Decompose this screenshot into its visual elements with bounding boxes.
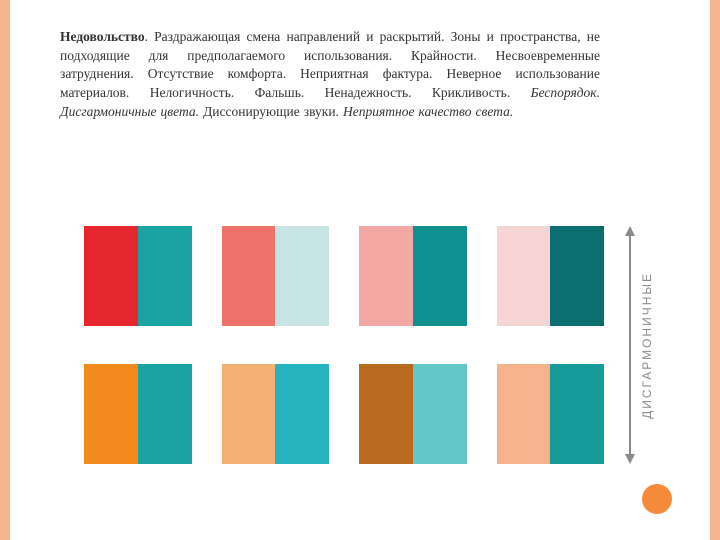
swatch-left [84, 364, 138, 464]
color-pair [359, 226, 467, 326]
swatch-right [138, 364, 192, 464]
color-pair [222, 226, 330, 326]
decor-stripe-right [710, 0, 720, 540]
vertical-axis-label: ДИСГАРМОНИЧНЫЕ [638, 226, 656, 464]
swatch-right [550, 364, 604, 464]
decor-stripe-left [0, 0, 10, 540]
lead-word: Недовольство [60, 29, 145, 44]
axis-label-text: ДИСГАРМОНИЧНЫЕ [640, 272, 654, 419]
arrow-head-up-icon [625, 226, 635, 236]
text-run-2: Диссонирующие звуки. [199, 104, 343, 119]
color-swatch-grid [84, 226, 604, 502]
swatch-right [275, 364, 329, 464]
swatch-right [413, 226, 467, 326]
color-pair [497, 364, 605, 464]
swatch-row [84, 226, 604, 326]
swatch-row [84, 364, 604, 464]
italic-run-2: Неприятное качество света. [343, 104, 513, 119]
swatch-left [222, 226, 276, 326]
color-pair [497, 226, 605, 326]
swatch-right [550, 226, 604, 326]
swatch-left [497, 364, 551, 464]
body-text-block: Недовольство. Раздражающая смена направл… [60, 28, 600, 121]
arrow-head-down-icon [625, 454, 635, 464]
swatch-right [138, 226, 192, 326]
color-pair [84, 226, 192, 326]
slide-frame: Недовольство. Раздражающая смена направл… [0, 0, 720, 540]
color-pair [84, 364, 192, 464]
swatch-left [222, 364, 276, 464]
color-pair [222, 364, 330, 464]
arrow-line [629, 236, 631, 454]
swatch-left [359, 364, 413, 464]
paragraph: Недовольство. Раздражающая смена направл… [60, 28, 600, 121]
swatch-left [359, 226, 413, 326]
swatch-left [84, 226, 138, 326]
swatch-right [275, 226, 329, 326]
swatch-right [413, 364, 467, 464]
accent-dot-icon [642, 484, 672, 514]
color-pair [359, 364, 467, 464]
swatch-left [497, 226, 551, 326]
